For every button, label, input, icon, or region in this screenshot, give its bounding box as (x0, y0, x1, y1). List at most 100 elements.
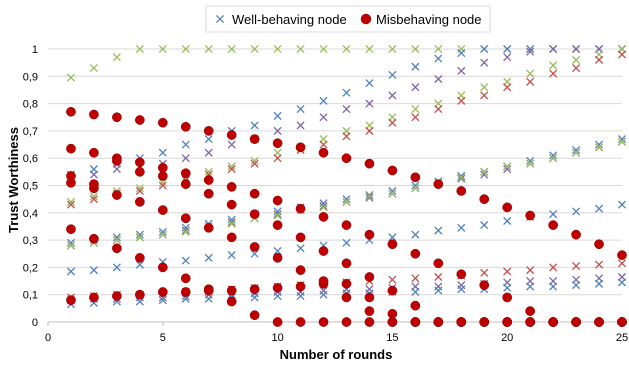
well-behaving-point (365, 126, 374, 135)
well-behaving-point (434, 54, 443, 63)
misbehaving-point (479, 317, 490, 327)
well-behaving-point (66, 197, 76, 206)
well-behaving-point (365, 193, 374, 202)
well-behaving-point (617, 135, 627, 144)
misbehaving-point (203, 188, 214, 199)
well-behaving-point (411, 184, 420, 193)
misbehaving-point (387, 317, 398, 327)
well-behaving-point (273, 292, 282, 301)
well-behaving-point (342, 132, 351, 141)
well-behaving-point (296, 292, 305, 301)
well-behaving-point (549, 151, 558, 160)
well-behaving-point (158, 148, 167, 157)
well-behaving-point (411, 181, 420, 190)
well-behaving-point (503, 83, 512, 92)
well-behaving-point (457, 66, 466, 75)
misbehaving-point (226, 285, 237, 296)
well-behaving-point (66, 238, 76, 247)
well-behaving-point (434, 272, 443, 282)
well-behaving-point (273, 210, 282, 219)
well-behaving-point (365, 99, 374, 108)
well-behaving-point (434, 105, 443, 114)
well-behaving-point (342, 44, 351, 54)
well-behaving-point (526, 77, 535, 86)
misbehaving-point (502, 317, 513, 327)
y-tick-label: 1 (32, 44, 38, 56)
misbehaving-point (571, 229, 581, 240)
well-behaving-point (457, 96, 466, 105)
well-behaving-point (227, 219, 236, 228)
misbehaving-point (295, 142, 306, 153)
misbehaving-point (226, 182, 237, 192)
well-behaving-point (204, 294, 213, 303)
well-behaving-point (480, 58, 489, 67)
misbehaving-point (387, 308, 398, 319)
well-behaving-point (365, 285, 374, 294)
misbehaving-point (479, 280, 490, 290)
misbehaving-point (364, 229, 375, 240)
well-behaving-point (365, 79, 374, 88)
misbehaving-point (249, 134, 260, 144)
well-behaving-point (158, 296, 167, 305)
well-behaving-point (411, 44, 420, 54)
well-behaving-point (411, 287, 420, 297)
well-behaving-point (365, 190, 374, 200)
well-behaving-point (319, 290, 328, 299)
well-behaving-point (594, 279, 604, 288)
well-behaving-point (480, 221, 489, 230)
misbehaving-point (617, 317, 627, 327)
well-behaving-point (480, 170, 489, 179)
well-behaving-point (503, 267, 512, 276)
misbehaving-point (89, 147, 99, 158)
legend-well-behaving-marker (215, 14, 225, 24)
misbehaving-point (318, 276, 329, 286)
misbehaving-point (433, 317, 444, 327)
well-behaving-point (204, 167, 213, 176)
misbehaving-point (180, 121, 191, 132)
y-tick-label: 0,8 (23, 99, 38, 111)
well-behaving-point (572, 55, 581, 64)
well-behaving-point (296, 244, 305, 253)
misbehaving-point (502, 202, 513, 213)
well-behaving-point (227, 140, 236, 149)
misbehaving-point (456, 317, 467, 327)
well-behaving-point (434, 44, 443, 54)
well-behaving-point (204, 253, 213, 262)
misbehaving-point (479, 194, 490, 204)
x-tick-labels: 0 5 10 15 20 25 (45, 322, 628, 344)
misbehaving-point (112, 243, 122, 254)
well-behaving-point (112, 236, 121, 245)
well-behaving-point (135, 260, 144, 269)
well-behaving-point (480, 44, 489, 54)
well-behaving-point (434, 226, 443, 235)
well-behaving-point (227, 251, 236, 260)
well-behaving-point (503, 53, 512, 62)
well-behaving-series (66, 200, 627, 276)
well-behaving-point (135, 184, 144, 193)
misbehaving-point (66, 224, 76, 235)
y-axis-title: Trust Worthiness (6, 127, 21, 233)
misbehaving-point (89, 292, 99, 303)
misbehaving-point (318, 317, 329, 327)
misbehaving-point (433, 258, 444, 269)
well-behaving-point (457, 49, 466, 58)
misbehaving-point (203, 175, 214, 185)
misbehaving-point (295, 203, 306, 214)
well-behaving-point (526, 47, 535, 56)
well-behaving-point (250, 121, 259, 130)
well-behaving-point (342, 88, 351, 97)
well-behaving-point (572, 261, 581, 271)
well-behaving-point (388, 118, 397, 127)
y-tick-label: 0,6 (23, 153, 38, 165)
well-behaving-point (549, 69, 558, 78)
well-behaving-point (388, 275, 397, 284)
misbehaving-point (134, 167, 145, 177)
well-behaving-point (480, 91, 489, 100)
misbehaving-point (594, 239, 604, 250)
misbehaving-point (249, 310, 260, 321)
y-tick-label: 0,2 (23, 262, 38, 274)
well-behaving-point (434, 282, 443, 291)
misbehaving-point (89, 109, 99, 120)
misbehaving-point (226, 232, 237, 243)
